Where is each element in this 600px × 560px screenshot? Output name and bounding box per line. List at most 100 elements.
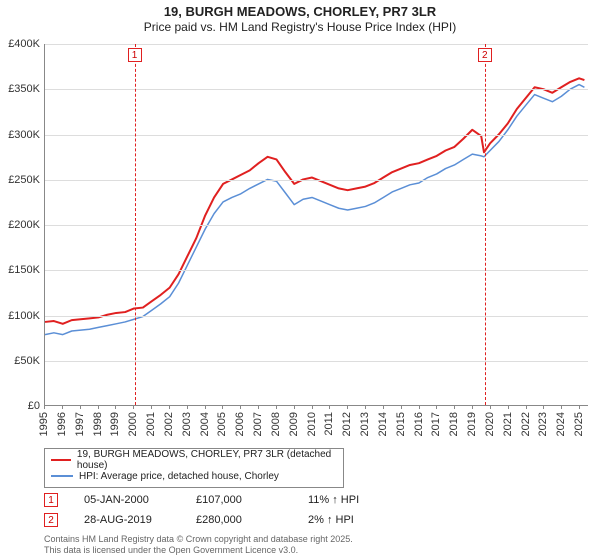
x-tick — [80, 405, 81, 409]
y-tick-label: £350K — [8, 83, 40, 95]
footnote: Contains HM Land Registry data © Crown c… — [44, 534, 353, 556]
x-tick — [312, 405, 313, 409]
sale-date: 05-JAN-2000 — [84, 494, 174, 506]
event-marker-line — [485, 44, 486, 405]
x-tick-label: 2004 — [199, 412, 211, 436]
x-tick — [169, 405, 170, 409]
y-axis-labels: £0£50K£100K£150K£200K£250K£300K£350K£400… — [0, 44, 42, 406]
x-tick-label: 2005 — [216, 412, 228, 436]
x-tick — [543, 405, 544, 409]
x-tick — [240, 405, 241, 409]
title-sub: Price paid vs. HM Land Registry's House … — [0, 20, 600, 34]
x-tick — [454, 405, 455, 409]
x-tick — [401, 405, 402, 409]
x-tick — [62, 405, 63, 409]
gridline — [45, 316, 588, 317]
gridline — [45, 89, 588, 90]
y-tick-label: £100K — [8, 310, 40, 322]
x-tick — [222, 405, 223, 409]
x-tick-label: 2001 — [145, 412, 157, 436]
title-main: 19, BURGH MEADOWS, CHORLEY, PR7 3LR — [0, 4, 600, 19]
x-tick-label: 2018 — [448, 412, 460, 436]
x-tick-label: 2021 — [502, 412, 514, 436]
x-tick — [365, 405, 366, 409]
series-line — [45, 78, 584, 324]
y-tick-label: £150K — [8, 264, 40, 276]
legend: 19, BURGH MEADOWS, CHORLEY, PR7 3LR (det… — [44, 448, 344, 488]
x-tick — [294, 405, 295, 409]
sale-marker: 2 — [44, 513, 58, 527]
x-tick — [44, 405, 45, 409]
gridline — [45, 270, 588, 271]
y-tick-label: £0 — [28, 400, 40, 412]
gridline — [45, 361, 588, 362]
x-tick — [98, 405, 99, 409]
legend-label: HPI: Average price, detached house, Chor… — [79, 471, 279, 482]
gridline — [45, 180, 588, 181]
sale-price: £107,000 — [196, 494, 286, 506]
legend-label: 19, BURGH MEADOWS, CHORLEY, PR7 3LR (det… — [77, 449, 337, 471]
x-tick — [508, 405, 509, 409]
x-tick — [526, 405, 527, 409]
x-tick-label: 2014 — [377, 412, 389, 436]
x-tick — [472, 405, 473, 409]
x-tick-label: 2017 — [430, 412, 442, 436]
x-tick-label: 2010 — [306, 412, 318, 436]
sale-date: 28-AUG-2019 — [84, 514, 174, 526]
x-tick-label: 2007 — [252, 412, 264, 436]
sale-marker: 1 — [44, 493, 58, 507]
x-tick-label: 2002 — [163, 412, 175, 436]
chart-title-block: 19, BURGH MEADOWS, CHORLEY, PR7 3LR Pric… — [0, 0, 600, 34]
x-tick — [561, 405, 562, 409]
sale-delta: 11% ↑ HPI — [308, 494, 398, 506]
event-marker-line — [135, 44, 136, 405]
x-tick-label: 1996 — [56, 412, 68, 436]
x-tick-label: 1998 — [92, 412, 104, 436]
series-line — [45, 85, 584, 335]
x-tick — [187, 405, 188, 409]
x-tick-label: 2013 — [359, 412, 371, 436]
x-axis-labels: 1995199619971998199920002001200220032004… — [44, 408, 588, 448]
x-tick-label: 2006 — [234, 412, 246, 436]
x-tick — [276, 405, 277, 409]
sale-delta: 2% ↑ HPI — [308, 514, 398, 526]
x-tick-label: 2008 — [270, 412, 282, 436]
x-tick-label: 2022 — [520, 412, 532, 436]
x-tick — [347, 405, 348, 409]
x-tick-label: 2015 — [395, 412, 407, 436]
y-tick-label: £400K — [8, 38, 40, 50]
x-tick — [383, 405, 384, 409]
x-tick-label: 2000 — [127, 412, 139, 436]
x-tick-label: 2023 — [537, 412, 549, 436]
x-tick-label: 2012 — [341, 412, 353, 436]
gridline — [45, 135, 588, 136]
x-tick — [490, 405, 491, 409]
x-tick — [579, 405, 580, 409]
x-tick-label: 2025 — [573, 412, 585, 436]
x-tick-label: 2016 — [413, 412, 425, 436]
x-tick — [133, 405, 134, 409]
gridline — [45, 44, 588, 45]
x-tick-label: 1999 — [109, 412, 121, 436]
y-tick-label: £250K — [8, 174, 40, 186]
event-marker-label: 2 — [478, 48, 492, 62]
sale-price: £280,000 — [196, 514, 286, 526]
x-tick — [258, 405, 259, 409]
x-tick — [205, 405, 206, 409]
legend-swatch — [51, 475, 73, 477]
chart-plot-area: 12 — [44, 44, 588, 406]
y-tick-label: £300K — [8, 129, 40, 141]
sale-row: 2 28-AUG-2019 £280,000 2% ↑ HPI — [44, 512, 398, 528]
x-tick-label: 2011 — [323, 412, 335, 436]
event-marker-label: 1 — [128, 48, 142, 62]
x-tick — [436, 405, 437, 409]
footnote-line2: This data is licensed under the Open Gov… — [44, 545, 298, 555]
gridline — [45, 225, 588, 226]
x-tick — [329, 405, 330, 409]
x-tick-label: 2003 — [181, 412, 193, 436]
y-tick-label: £50K — [14, 355, 40, 367]
x-tick — [419, 405, 420, 409]
x-tick — [151, 405, 152, 409]
sale-row: 1 05-JAN-2000 £107,000 11% ↑ HPI — [44, 492, 398, 508]
x-tick-label: 2019 — [466, 412, 478, 436]
